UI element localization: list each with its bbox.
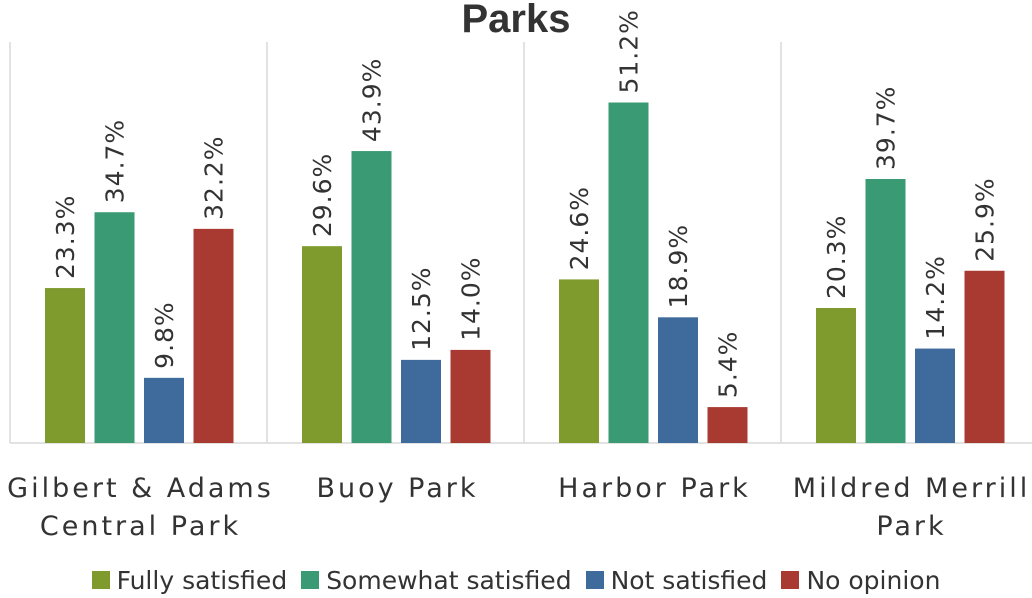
bar-not-satisfied [401,359,441,443]
bar-fully-satisfied [302,246,342,443]
data-label: 51.2% [615,9,644,93]
category-label: Harbor Park [558,473,751,504]
data-label: 24.6% [565,186,594,270]
chart-title: Parks [462,0,571,41]
data-label: 14.0% [457,256,486,340]
data-label: 39.7% [872,86,901,170]
legend-swatch-somewhat-satisfied [301,571,320,589]
data-label: 23.3% [51,195,80,279]
legend-item-somewhat-satisfied: Somewhat satisfied [301,565,572,595]
data-label: 34.7% [101,119,130,203]
data-label: 29.6% [308,153,337,237]
bar-not-satisfied [915,348,955,443]
bar-fully-satisfied [816,308,856,443]
bar-no-opinion [193,228,234,443]
data-label: 32.2% [200,135,229,219]
data-label: 25.9% [971,177,1000,261]
bars-group [45,102,1005,444]
bar-fully-satisfied [559,279,599,443]
data-label: 14.2% [921,255,950,339]
bar-somewhat-satisfied [865,178,906,443]
bar-no-opinion [964,270,1005,443]
category-label: Gilbert & Adams [7,473,274,504]
bar-somewhat-satisfied [351,151,392,443]
bar-fully-satisfied [45,288,85,443]
legend-label: Somewhat satisfied [326,565,572,595]
category-labels-group: Gilbert & Adams Central Park Buoy Park Harb… [7,473,1030,542]
legend-label: Fully satisfied [116,565,288,595]
bar-somewhat-satisfied [608,102,649,444]
bar-no-opinion [707,407,748,443]
legend-item-fully-satisfied: Fully satisfied [91,565,288,595]
legend-item-no-opinion: No opinion [781,566,940,595]
legend-swatch-not-satisfied [585,571,604,589]
legend-item-not-satisfied: Not satisfied [585,565,768,595]
category-label: Park [876,511,946,542]
category-label: Buoy Park [316,473,478,504]
legend-label: No opinion [806,565,941,595]
legend-swatch-no-opinion [781,571,800,589]
bar-not-satisfied [144,377,184,443]
data-label: 43.9% [358,58,387,142]
bar-somewhat-satisfied [94,212,135,443]
category-dividers [9,42,782,443]
legend-label: Not satisfied [610,565,768,595]
legend: Fully satisfied Somewhat satisfied Not s… [0,562,1032,598]
data-label: 9.8% [150,301,179,369]
bar-not-satisfied [658,317,698,443]
data-label: 20.3% [822,215,851,299]
data-label: 18.9% [664,224,693,308]
legend-swatch-fully-satisfied [91,571,110,589]
data-label: 5.4% [714,331,743,399]
category-label: Mildred Merrill [793,473,1030,504]
category-label: Central Park [40,511,241,542]
bar-no-opinion [450,349,491,443]
data-label: 12.5% [407,266,436,350]
data-labels-group: 23.3% 34.7% 9.8% 32.2% 29.6% 43.9% 12.5% 14.0% 2… [51,9,1000,398]
